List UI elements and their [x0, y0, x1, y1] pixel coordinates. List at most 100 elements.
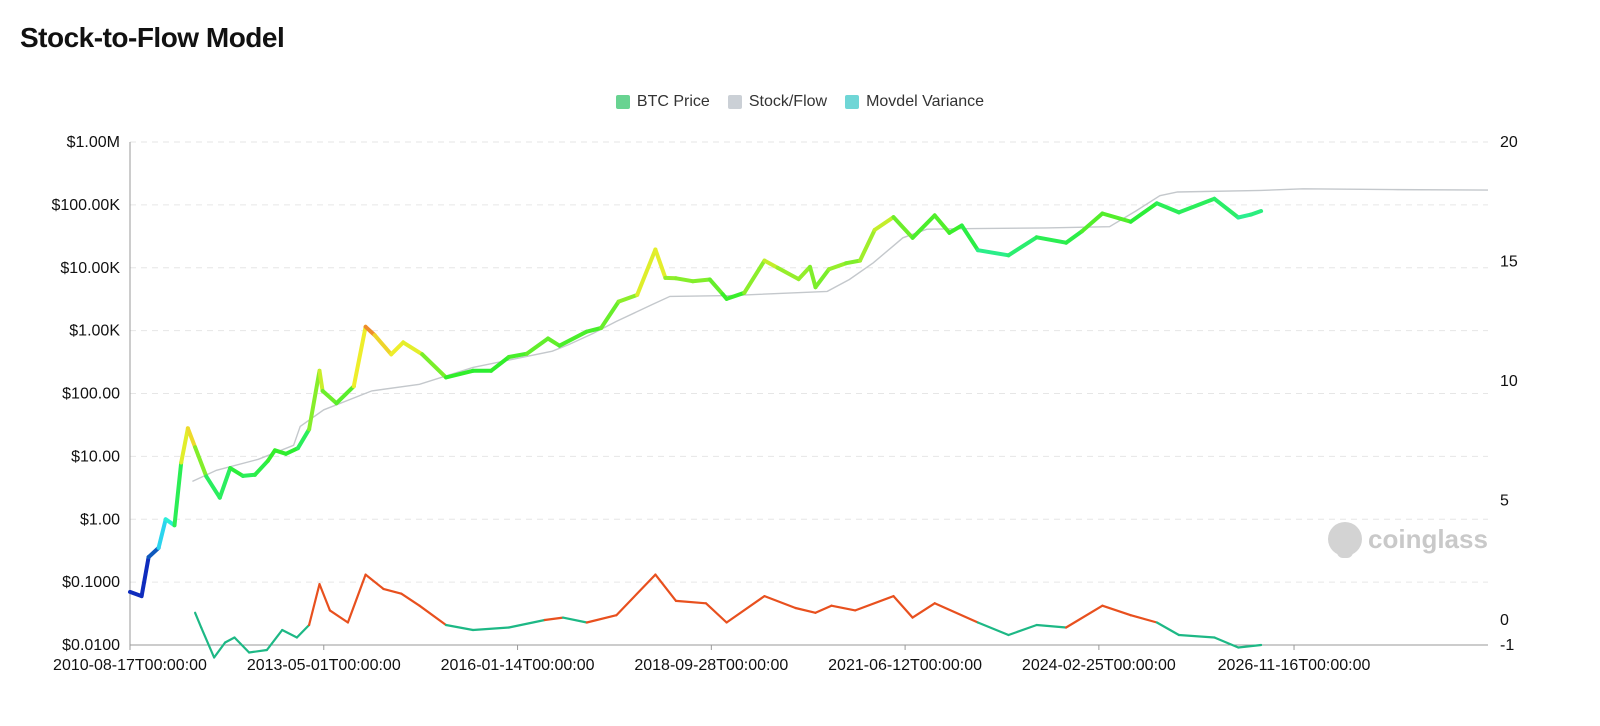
btc-price-segment: [156, 517, 168, 550]
model-variance-segment: [561, 616, 588, 624]
y-left-tick-label: $100.00: [62, 386, 120, 403]
btc-price-segment: [128, 589, 144, 599]
btc-price-segment: [185, 426, 198, 450]
model-variance-segment: [295, 623, 311, 639]
btc-price-segment: [775, 265, 801, 282]
model-variance-segment: [471, 626, 510, 632]
btc-price-segment: [351, 324, 368, 389]
legend-item-stock-flow[interactable]: Stock/Flow: [727, 93, 827, 111]
model-variance-segment: [233, 636, 251, 654]
model-variance-segment: [854, 594, 895, 612]
btc-price-segment: [204, 474, 222, 500]
btc-price-segment: [1128, 201, 1159, 224]
x-tick-label: 2024-02-25T00:00:00: [1022, 657, 1176, 674]
model-variance-segment: [213, 641, 227, 659]
btc-price-segment: [320, 388, 339, 406]
model-variance-segment: [224, 636, 236, 644]
btc-price-segment: [1034, 235, 1069, 245]
btc-price-segment: [172, 460, 184, 528]
btc-price-segment: [420, 352, 448, 380]
model-variance-segment: [318, 582, 331, 612]
model-variance-segment: [543, 616, 565, 622]
model-variance-segment: [308, 582, 321, 627]
btc-price-segment: [193, 445, 209, 479]
btc-price-segment: [372, 333, 394, 357]
model-variance-segment: [444, 623, 475, 632]
btc-price-segment: [1212, 196, 1241, 220]
model-variance-segment: [976, 621, 1010, 637]
btc-price-segment: [489, 355, 511, 373]
btc-price-segment: [139, 555, 151, 599]
btc-price-segment: [252, 458, 270, 477]
tick-labels: $0.0100 $0.1000 $1.00 $10.00 $100.00 $1.00K $1…: [51, 134, 1517, 674]
x-tick-label: 2010-08-17T00:00:00: [53, 657, 207, 674]
model-variance-segment: [507, 618, 546, 629]
btc-price-segment: [891, 215, 915, 240]
y-left-tick-label: $100.00K: [51, 197, 120, 214]
model-variance-segment: [585, 614, 618, 624]
legend-label-btc-price: BTC Price: [636, 93, 710, 110]
model-variance-segment: [615, 573, 657, 617]
model-variance-segment: [654, 573, 678, 603]
model-variance-segment: [1155, 621, 1181, 637]
x-tick-label: 2016-01-14T00:00:00: [441, 657, 595, 674]
legend-label-model-variance: Movdel Variance: [866, 93, 985, 110]
model-variance-segment: [794, 606, 817, 614]
btc-price-segment: [1006, 235, 1039, 258]
btc-price-segment: [1176, 196, 1217, 215]
btc-price-segment: [1236, 212, 1253, 220]
model-variance-segment: [200, 626, 216, 659]
y-left-tick-label: $10.00: [71, 448, 120, 465]
btc-price-segment: [295, 427, 312, 451]
legend-item-btc-price[interactable]: BTC Price: [615, 93, 710, 111]
btc-price-segment: [827, 261, 849, 272]
x-tick-label: 2018-09-28T00:00:00: [634, 657, 788, 674]
btc-price-segment: [557, 329, 589, 348]
btc-price-segment: [813, 267, 831, 290]
y-right-tick-label: 5: [1500, 493, 1509, 510]
btc-price-segment: [179, 426, 190, 465]
y-right-tick-label: 15: [1500, 254, 1518, 271]
coinglass-logo-icon: [1328, 522, 1362, 558]
btc-price-segment: [363, 324, 377, 338]
btc-price-segment: [401, 340, 425, 357]
btc-price-segment: [959, 223, 980, 253]
btc-price-segment: [947, 223, 964, 235]
y-left-tick-label: $10.00K: [60, 260, 120, 277]
model-variance-segment: [364, 573, 385, 591]
btc-price-segment: [1064, 229, 1084, 245]
btc-price-segment: [1248, 209, 1264, 217]
btc-price-segment: [616, 292, 640, 304]
btc-price-segment: [317, 368, 325, 393]
legend-swatch-stock-flow: [727, 95, 742, 109]
btc-price-segment: [674, 276, 695, 284]
model-variance-segment: [725, 594, 766, 624]
model-variance-segment: [1177, 633, 1216, 639]
model-variance-segment: [194, 611, 203, 629]
btc-price-segment: [217, 466, 233, 500]
btc-price-segment: [808, 264, 818, 290]
model-variance-segment: [328, 609, 349, 624]
y-left-tick-label: $1.00: [80, 511, 120, 528]
model-variance-segment: [1237, 643, 1263, 649]
btc-price-segment: [265, 448, 277, 463]
model-variance-segment: [763, 594, 797, 610]
y-left-tick-label: $1.00M: [67, 134, 120, 151]
legend-swatch-model-variance: [845, 95, 860, 109]
page-title: Stock-to-Flow Model: [20, 22, 285, 53]
legend-item-model-variance[interactable]: Movdel Variance: [845, 93, 984, 111]
model-variance-segment: [674, 599, 708, 605]
btc-price-segment: [707, 277, 725, 297]
btc-price-segment: [228, 466, 245, 478]
chart-legend: BTC Price Stock/Flow Movdel Variance: [0, 93, 1600, 111]
x-tick-label: 2021-06-12T00:00:00: [828, 657, 982, 674]
btc-price-segment: [506, 351, 529, 359]
btc-price-segment: [653, 247, 668, 280]
y-right-tick-label: 20: [1500, 134, 1518, 151]
y-left-tick-label: $0.0100: [62, 637, 120, 654]
model-variance-segment: [265, 628, 284, 652]
model-variance-segment: [248, 648, 268, 654]
btc-price-segment: [334, 384, 356, 406]
btc-price-segment: [1100, 211, 1133, 224]
btc-price-segment: [910, 213, 937, 240]
